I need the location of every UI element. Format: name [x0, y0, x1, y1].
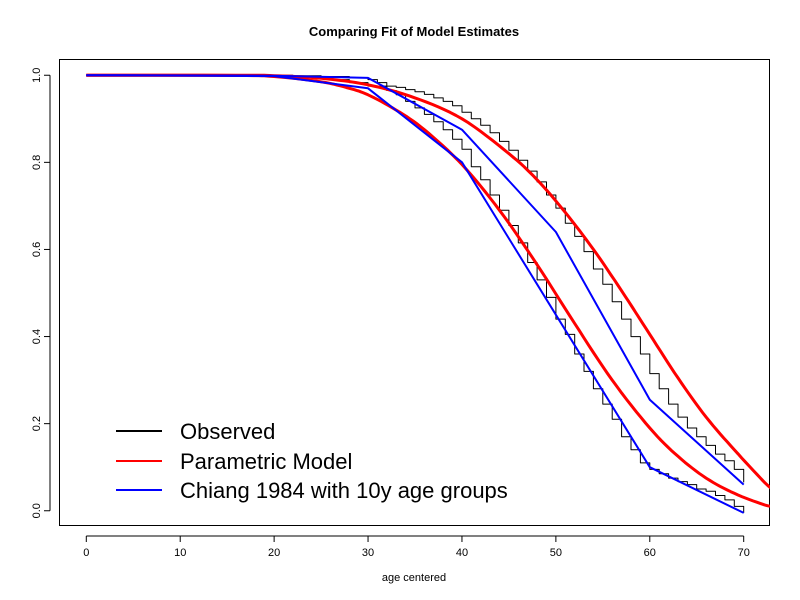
x-tick-label: 60	[644, 547, 656, 559]
chart-title: Comparing Fit of Model Estimates	[309, 24, 519, 39]
x-tick-label: 30	[362, 547, 374, 559]
x-tick-label: 0	[83, 547, 89, 559]
x-axis: 0 10 20 30 40 50 60 70	[83, 535, 750, 559]
x-tick-label: 10	[174, 547, 186, 559]
data-layer	[86, 73, 770, 514]
series-2-curve-2	[86, 73, 770, 490]
y-tick-label: 0.8	[31, 155, 43, 170]
y-tick-label: 0.4	[31, 329, 43, 344]
y-tick-label: 1.0	[31, 68, 43, 83]
legend-label: Observed	[180, 419, 275, 444]
y-tick-label: 0.2	[31, 416, 43, 431]
x-tick-label: 20	[268, 547, 280, 559]
x-tick-label: 70	[738, 547, 750, 559]
legend: Observed Parametric Model Chiang 1984 with…	[116, 419, 508, 503]
series-3-curve-1	[86, 74, 745, 514]
series-1-curve-2	[86, 74, 745, 483]
y-tick-label: 0.6	[31, 242, 43, 257]
series-1-curve-1	[86, 74, 745, 513]
legend-label: Parametric Model	[180, 449, 352, 474]
x-tick-label: 50	[550, 547, 562, 559]
x-tick-label: 40	[456, 547, 468, 559]
y-tick-label: 0.0	[31, 503, 43, 518]
plot-frame	[59, 59, 770, 526]
x-axis-label: age centered	[382, 572, 446, 584]
series-3-curve-2	[86, 74, 745, 486]
y-axis: 0.0 0.2 0.4 0.6 0.8 1.0	[31, 68, 51, 518]
legend-label: Chiang 1984 with 10y age groups	[180, 478, 508, 503]
